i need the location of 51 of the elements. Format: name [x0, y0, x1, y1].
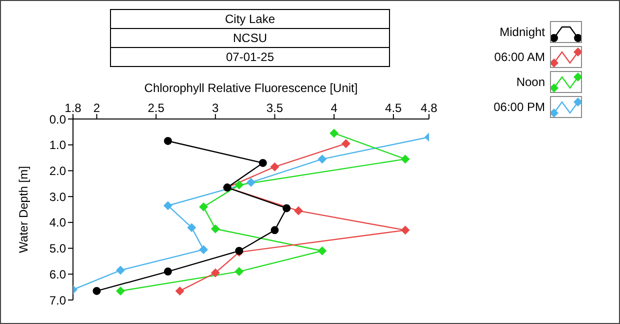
point — [199, 202, 208, 212]
point — [270, 226, 279, 234]
point — [187, 223, 196, 232]
y-tick-label: 2.0 — [49, 164, 66, 178]
x-tick-label: 4.8 — [420, 101, 438, 115]
point — [318, 246, 327, 256]
point — [164, 268, 172, 276]
point — [234, 267, 244, 276]
legend-label: Noon — [515, 74, 545, 88]
y-tick-label: 3.0 — [49, 190, 66, 204]
point — [258, 158, 267, 167]
y-tick-label: 0.0 — [49, 112, 66, 126]
point — [318, 154, 327, 164]
y-tick-label: 1.0 — [49, 138, 66, 152]
point — [199, 245, 208, 254]
point — [116, 286, 125, 296]
y-tick-label: 6.0 — [49, 267, 66, 282]
x-tick-label: 3 — [212, 101, 220, 115]
point — [234, 180, 244, 190]
x-tick-label: 4 — [330, 101, 338, 115]
point — [294, 206, 303, 216]
x-tick-label: 1.8 — [64, 101, 82, 115]
y-tick-label: 4.0 — [49, 216, 66, 230]
x-tick-label: 2 — [93, 101, 100, 115]
point — [330, 128, 339, 138]
y-tick-label: 7.0 — [49, 293, 66, 308]
x-tick-label: 2.5 — [148, 101, 165, 115]
chart-title: City Lake — [110, 9, 390, 29]
point — [341, 139, 350, 148]
y-tick-label: 5.0 — [49, 242, 66, 256]
point — [400, 226, 410, 235]
point — [164, 136, 172, 145]
point — [270, 162, 280, 172]
point — [175, 286, 184, 296]
legend-label: 06:00 PM — [492, 100, 545, 114]
x-tick-label: 3.5 — [266, 101, 284, 115]
y-axis-title: Water Depth [m] — [16, 166, 30, 253]
x-axis-title: Chlorophyll Relative Fluorescence [Unit] — [143, 81, 359, 95]
point — [282, 204, 291, 212]
point — [400, 154, 410, 164]
text: 07-01-25 — [110, 47, 390, 67]
chart-subtitle: NCSU — [110, 28, 390, 48]
point — [92, 286, 101, 295]
point — [163, 201, 172, 210]
x-tick-label: 4.5 — [385, 101, 402, 115]
point — [210, 268, 220, 278]
point — [246, 178, 256, 187]
point — [210, 224, 220, 234]
point — [116, 266, 125, 275]
legend-label: 06:00 AM — [493, 50, 545, 64]
legend-label: Midnight — [498, 24, 545, 38]
